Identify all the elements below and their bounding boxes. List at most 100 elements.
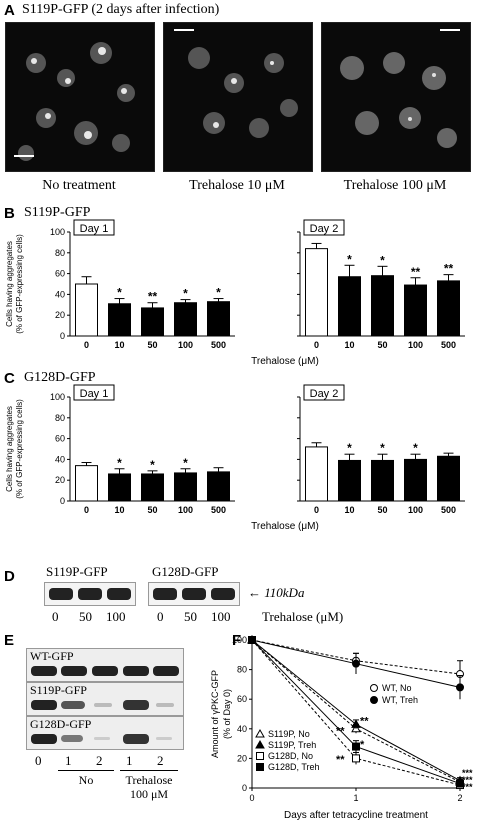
panel-b-title: S119P-GFP <box>24 205 91 220</box>
data-point <box>351 719 361 728</box>
significance-marker: * <box>117 456 122 470</box>
blot-e-g128d: G128D-GFP <box>26 716 184 750</box>
y-axis-label: Amount of γPKC-GFP <box>210 670 220 758</box>
lane-label: 2 <box>157 753 164 768</box>
bar <box>305 248 328 337</box>
legend-label: WT, Treh <box>382 695 418 705</box>
day-box-label: Day 2 <box>310 388 339 400</box>
significance-marker: * <box>183 287 188 301</box>
data-point <box>456 683 464 692</box>
lane-label: 1 <box>126 753 133 768</box>
legend-label: S119P, Treh <box>268 740 316 750</box>
significance-marker: * <box>216 286 221 300</box>
y-tick-label: 20 <box>237 753 247 763</box>
x-tick-label: 0 <box>314 340 319 350</box>
x-tick-label: 500 <box>211 340 226 350</box>
data-point <box>456 779 464 788</box>
x-tick-label: 10 <box>344 505 354 515</box>
significance-marker: * <box>413 441 418 455</box>
blot-d-s119p-label: S119P-GFP <box>46 564 108 579</box>
bar <box>338 276 361 337</box>
x-tick-label: 50 <box>147 505 157 515</box>
y-axis-label-2: (% of GFP-expressing cells) <box>15 234 24 334</box>
lane-label: 0 <box>157 609 164 624</box>
panel-c-label: C <box>4 370 15 387</box>
bar-chart-c: 0 20 40 60 80 100 Day 1 0 * 10 * 50 * 100 500 Day 2 0 * 10… <box>5 384 465 532</box>
legend-marker <box>256 763 264 771</box>
y-tick-label: 20 <box>55 310 65 320</box>
y-tick-label: 20 <box>55 475 65 485</box>
y-tick-label: 40 <box>237 724 247 734</box>
y-axis-label-2: (% of GFP-expressing cells) <box>15 399 24 499</box>
significance-marker: ** <box>336 726 345 738</box>
bar <box>437 280 460 337</box>
x-tick-label: 10 <box>114 340 124 350</box>
lane-label: 1 <box>65 753 72 768</box>
x-axis-label: Trehalose (μM) <box>251 521 319 532</box>
y-tick-label: 60 <box>55 269 65 279</box>
x-tick-label: 0 <box>249 793 254 803</box>
significance-marker: *** <box>462 768 473 778</box>
bar <box>174 302 197 337</box>
significance-marker: ** <box>411 265 421 279</box>
caption-no-treatment: No treatment <box>42 178 116 193</box>
micrograph-trehalose-10 <box>163 22 313 172</box>
bar <box>141 307 164 337</box>
data-point <box>352 742 360 751</box>
significance-marker: * <box>150 458 155 472</box>
blot-e-s119p-label: S119P-GFP <box>30 683 87 697</box>
panel-a-title: S119P-GFP (2 days after infection) <box>22 2 220 17</box>
bar <box>108 473 131 502</box>
micrograph-trehalose-100 <box>321 22 471 172</box>
significance-marker: * <box>183 456 188 470</box>
significance-marker: * <box>380 441 385 455</box>
x-axis-label: Trehalose (μM) <box>251 356 319 367</box>
bar <box>207 301 230 337</box>
x-tick-label: 50 <box>377 505 387 515</box>
lane-label: 50 <box>184 609 197 624</box>
data-point <box>352 754 360 763</box>
panel-e-label: E <box>4 632 15 649</box>
bar <box>207 471 230 502</box>
y-tick-label: 80 <box>55 413 65 423</box>
legend-label: S119P, No <box>268 729 310 739</box>
blot-d-xlabel: Trehalose (μM) <box>262 609 344 624</box>
bar <box>108 303 131 337</box>
blot-e-wt-label: WT-GFP <box>30 649 74 663</box>
blot-e-s119p: S119P-GFP <box>26 682 184 716</box>
legend-marker <box>256 752 264 760</box>
panel-d-label: D <box>4 568 15 585</box>
lane-label: 2 <box>96 753 103 768</box>
bar <box>338 459 361 502</box>
group-treh-rule <box>120 770 178 771</box>
day-box-label: Day 1 <box>80 388 109 400</box>
significance-marker: ** <box>148 290 158 304</box>
blot-e-wt: WT-GFP <box>26 648 184 682</box>
y-axis-label-2: (% of Day 0) <box>222 689 232 739</box>
bar <box>371 275 394 337</box>
x-tick-label: 100 <box>408 340 423 350</box>
x-tick-label: 500 <box>441 340 456 350</box>
y-tick-label: 40 <box>55 289 65 299</box>
x-tick-label: 500 <box>441 505 456 515</box>
legend-marker <box>255 739 265 749</box>
blot-d-g128d <box>148 582 240 606</box>
group-treh-label: Trehalose <box>125 773 173 787</box>
legend-marker <box>370 696 378 704</box>
significance-marker: * <box>360 739 365 751</box>
bar <box>437 455 460 502</box>
y-tick-label: 0 <box>242 783 247 793</box>
legend-marker <box>255 728 265 738</box>
significance-marker: *** <box>462 775 473 785</box>
micrograph-no-treatment <box>5 22 155 172</box>
y-tick-label: 60 <box>237 694 247 704</box>
y-tick-label: 60 <box>55 434 65 444</box>
y-tick-label: 100 <box>50 227 65 237</box>
x-tick-label: 0 <box>84 505 89 515</box>
panel-a-label: A <box>4 2 15 19</box>
x-tick-label: 0 <box>314 505 319 515</box>
day-box-label: Day 2 <box>310 223 339 235</box>
x-tick-label: 1 <box>353 793 358 803</box>
blot-d-s119p <box>44 582 136 606</box>
x-axis-label: Days after tetracycline treatment <box>284 810 428 821</box>
